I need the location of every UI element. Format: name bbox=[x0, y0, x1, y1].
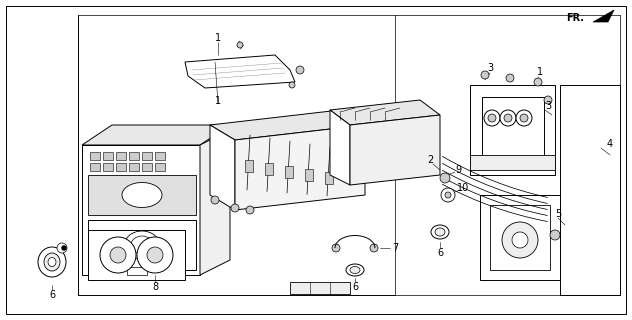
Ellipse shape bbox=[435, 228, 445, 236]
Polygon shape bbox=[88, 230, 185, 280]
Circle shape bbox=[110, 247, 126, 263]
Bar bbox=[290, 282, 350, 294]
Bar bbox=[103, 152, 113, 160]
Polygon shape bbox=[82, 125, 230, 145]
Bar bbox=[88, 220, 196, 270]
Bar bbox=[116, 163, 126, 171]
Text: 2: 2 bbox=[427, 155, 433, 165]
Ellipse shape bbox=[346, 264, 364, 276]
Bar bbox=[245, 160, 253, 172]
Bar bbox=[155, 163, 165, 171]
Bar bbox=[285, 166, 293, 178]
Bar bbox=[265, 163, 273, 175]
Circle shape bbox=[506, 74, 514, 82]
Polygon shape bbox=[82, 145, 200, 275]
Text: 9: 9 bbox=[455, 165, 461, 175]
Circle shape bbox=[520, 114, 528, 122]
Bar bbox=[142, 152, 152, 160]
Bar bbox=[325, 172, 333, 184]
Polygon shape bbox=[480, 195, 560, 280]
Bar bbox=[116, 152, 126, 160]
Text: 1: 1 bbox=[215, 33, 221, 43]
Bar bbox=[129, 152, 139, 160]
Ellipse shape bbox=[122, 182, 162, 207]
Polygon shape bbox=[200, 130, 230, 275]
Circle shape bbox=[237, 42, 243, 48]
Ellipse shape bbox=[48, 258, 56, 267]
Circle shape bbox=[534, 78, 542, 86]
Circle shape bbox=[445, 192, 451, 198]
Text: 3: 3 bbox=[487, 63, 493, 73]
Circle shape bbox=[481, 71, 489, 79]
Bar bbox=[90, 163, 100, 171]
Circle shape bbox=[550, 230, 560, 240]
Bar bbox=[129, 163, 139, 171]
Circle shape bbox=[488, 114, 496, 122]
Ellipse shape bbox=[125, 231, 159, 259]
Circle shape bbox=[502, 222, 538, 258]
Polygon shape bbox=[560, 85, 620, 295]
Circle shape bbox=[211, 196, 219, 204]
Polygon shape bbox=[210, 125, 235, 210]
Text: 6: 6 bbox=[437, 248, 443, 258]
Bar bbox=[88, 175, 196, 215]
Polygon shape bbox=[593, 10, 614, 22]
Polygon shape bbox=[330, 100, 440, 125]
Bar bbox=[142, 163, 152, 171]
Circle shape bbox=[484, 110, 500, 126]
Bar bbox=[490, 205, 550, 270]
Circle shape bbox=[100, 237, 136, 273]
Circle shape bbox=[137, 237, 173, 273]
Circle shape bbox=[332, 244, 340, 252]
Circle shape bbox=[57, 243, 67, 253]
Polygon shape bbox=[330, 110, 350, 185]
Ellipse shape bbox=[350, 267, 360, 274]
Polygon shape bbox=[210, 110, 365, 140]
Ellipse shape bbox=[44, 253, 60, 271]
Polygon shape bbox=[470, 85, 555, 175]
Bar bbox=[155, 152, 165, 160]
Circle shape bbox=[504, 114, 512, 122]
Circle shape bbox=[440, 173, 450, 183]
Ellipse shape bbox=[131, 236, 153, 254]
Circle shape bbox=[289, 82, 295, 88]
Bar bbox=[127, 267, 147, 275]
Text: 10: 10 bbox=[457, 183, 469, 193]
Circle shape bbox=[147, 247, 163, 263]
Polygon shape bbox=[235, 125, 365, 210]
Bar bbox=[103, 163, 113, 171]
Polygon shape bbox=[185, 55, 295, 88]
Ellipse shape bbox=[431, 225, 449, 239]
Text: 6: 6 bbox=[352, 282, 358, 292]
Text: 5: 5 bbox=[555, 209, 561, 219]
Circle shape bbox=[441, 188, 455, 202]
Circle shape bbox=[544, 96, 552, 104]
Text: 7: 7 bbox=[392, 243, 398, 253]
Text: FR.: FR. bbox=[566, 13, 584, 23]
Circle shape bbox=[500, 110, 516, 126]
Bar bbox=[482, 97, 544, 164]
Bar bbox=[470, 155, 555, 170]
Ellipse shape bbox=[38, 247, 66, 277]
Circle shape bbox=[246, 206, 254, 214]
Bar bbox=[90, 152, 100, 160]
Text: 1: 1 bbox=[537, 67, 543, 77]
Circle shape bbox=[370, 244, 378, 252]
Text: 6: 6 bbox=[49, 290, 55, 300]
Text: 1: 1 bbox=[215, 96, 221, 106]
Bar bbox=[305, 169, 313, 181]
Text: 3: 3 bbox=[545, 101, 551, 111]
Circle shape bbox=[516, 110, 532, 126]
Circle shape bbox=[512, 232, 528, 248]
Text: 4: 4 bbox=[607, 139, 613, 149]
Circle shape bbox=[296, 66, 304, 74]
Circle shape bbox=[61, 245, 66, 251]
Polygon shape bbox=[350, 115, 440, 185]
Circle shape bbox=[231, 204, 239, 212]
Text: 8: 8 bbox=[152, 282, 158, 292]
